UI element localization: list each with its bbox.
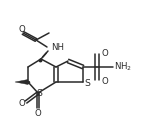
Text: S: S bbox=[84, 79, 90, 87]
Text: O: O bbox=[19, 98, 25, 107]
Text: NH: NH bbox=[51, 44, 64, 53]
Text: O: O bbox=[101, 76, 108, 86]
Polygon shape bbox=[15, 79, 28, 84]
Text: O: O bbox=[101, 49, 108, 57]
Text: S: S bbox=[36, 88, 42, 98]
Text: NH$_2$: NH$_2$ bbox=[114, 61, 132, 73]
Text: O: O bbox=[19, 24, 25, 34]
Text: O: O bbox=[35, 109, 41, 117]
